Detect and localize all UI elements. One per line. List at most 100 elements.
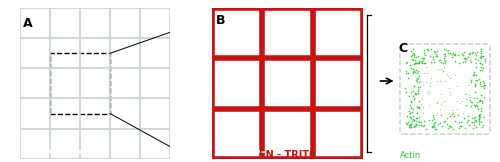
Point: [414, 76, 422, 79]
Point: [415, 120, 423, 122]
Point: [403, 114, 411, 117]
Point: [472, 97, 480, 100]
Point: [472, 91, 480, 94]
Point: [452, 74, 460, 77]
Point: [448, 56, 456, 58]
Point: [440, 121, 448, 124]
Point: [408, 52, 416, 54]
Point: [434, 123, 442, 125]
Point: [446, 124, 454, 127]
Point: [472, 61, 480, 64]
Point: [430, 123, 438, 126]
Point: [445, 87, 453, 89]
Point: [467, 105, 475, 107]
Point: [405, 95, 413, 98]
Point: [410, 54, 418, 56]
Point: [438, 70, 446, 72]
Point: [477, 50, 485, 53]
Point: [471, 82, 479, 85]
Point: [440, 52, 448, 55]
Point: [472, 53, 480, 56]
Point: [430, 126, 438, 129]
Point: [480, 115, 488, 118]
Point: [466, 81, 474, 83]
Point: [478, 101, 486, 104]
Point: [414, 92, 422, 94]
Point: [454, 99, 462, 102]
Point: [436, 68, 444, 71]
Point: [425, 119, 433, 122]
Point: [462, 98, 469, 101]
Point: [466, 96, 474, 98]
Text: FN - TRITC: FN - TRITC: [259, 150, 316, 160]
Point: [470, 124, 478, 127]
Point: [420, 124, 428, 126]
Point: [413, 72, 421, 75]
Point: [414, 78, 422, 80]
Point: [475, 120, 483, 122]
Point: [414, 70, 422, 73]
Point: [466, 99, 474, 102]
Point: [414, 55, 422, 58]
Point: [440, 65, 448, 68]
Point: [402, 122, 410, 124]
Point: [472, 119, 480, 122]
Point: [444, 52, 452, 54]
Point: [438, 114, 446, 117]
Point: [408, 117, 416, 120]
Point: [414, 62, 422, 65]
Point: [410, 63, 418, 65]
Point: [406, 111, 413, 114]
Point: [448, 52, 456, 55]
Point: [428, 126, 436, 128]
Point: [418, 62, 426, 65]
Point: [480, 80, 488, 82]
Point: [403, 122, 411, 125]
Point: [431, 127, 439, 130]
Point: [406, 124, 413, 126]
Point: [408, 120, 416, 122]
Point: [458, 120, 466, 123]
Point: [439, 61, 447, 64]
Point: [437, 93, 445, 95]
Point: [446, 91, 454, 93]
Point: [406, 104, 413, 107]
Point: [402, 62, 410, 64]
Point: [410, 56, 418, 58]
Point: [473, 51, 481, 54]
Point: [408, 100, 416, 103]
Point: [477, 120, 485, 123]
Point: [412, 62, 420, 65]
Point: [430, 118, 438, 121]
Point: [424, 92, 432, 94]
Point: [466, 79, 474, 81]
Point: [425, 93, 433, 96]
Point: [420, 48, 428, 51]
Point: [404, 72, 412, 74]
Point: [474, 107, 482, 110]
Point: [442, 52, 450, 55]
Point: [407, 122, 415, 125]
Point: [469, 127, 477, 130]
Point: [428, 114, 436, 116]
Point: [418, 57, 426, 59]
Point: [412, 123, 420, 126]
Point: [478, 63, 486, 65]
Point: [433, 55, 441, 57]
Point: [430, 61, 438, 64]
Point: [412, 62, 420, 64]
Point: [477, 48, 485, 51]
Point: [406, 112, 414, 115]
Point: [413, 62, 421, 64]
Point: [412, 93, 420, 96]
Point: [412, 69, 420, 71]
Point: [420, 119, 428, 122]
Point: [426, 85, 434, 88]
Point: [429, 124, 437, 127]
Point: [455, 121, 463, 124]
Point: [462, 60, 469, 63]
Point: [416, 86, 424, 89]
Point: [408, 54, 416, 56]
Point: [450, 54, 458, 56]
Point: [411, 93, 419, 95]
